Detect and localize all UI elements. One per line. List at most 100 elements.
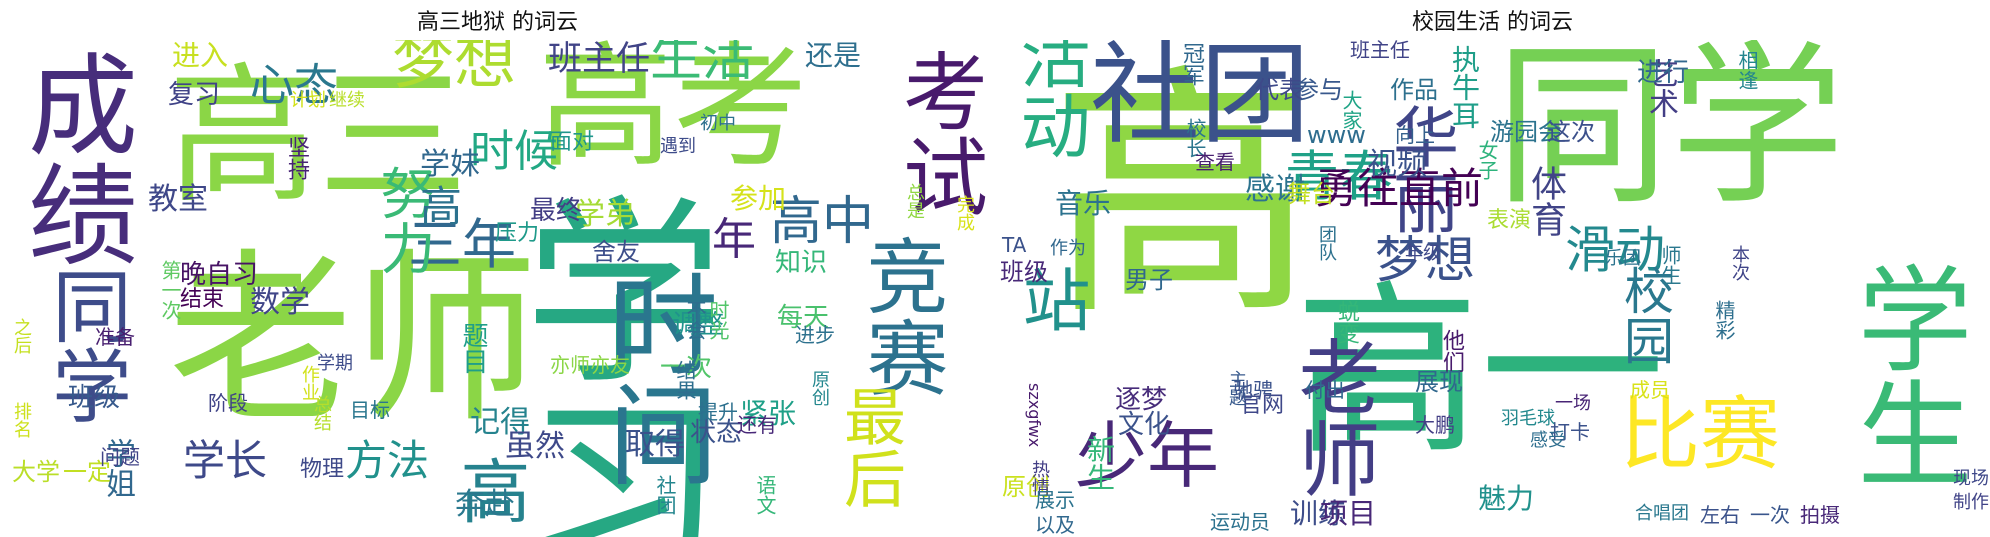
word: 阶段 (208, 391, 248, 415)
word: 高一 (449, 455, 531, 537)
word: 竞赛 (852, 234, 947, 398)
word: 时光 (706, 300, 730, 340)
word: 晚自习 (180, 260, 259, 290)
word: 活动 (1009, 40, 1091, 160)
word: 逐梦 (1115, 385, 1168, 415)
word: 初中 (700, 113, 736, 134)
word: 大鹏 (1415, 413, 1455, 437)
word: 滑动 (1565, 221, 1665, 279)
word: 题目 (458, 322, 488, 374)
word: TA (1002, 233, 1027, 257)
word: 梦想 (1375, 231, 1475, 289)
word: 学期 (317, 353, 353, 374)
word: 考试 (888, 48, 987, 218)
word: 羽毛球 (1501, 408, 1555, 429)
word: 大学 (12, 458, 60, 486)
word: 总结 (311, 395, 332, 431)
word: 最后 (833, 385, 906, 509)
word: 班主任 (1350, 40, 1410, 62)
wordcloud-panel-left: 高三地狱 的词云 学习 老师 高三 高考 成绩 同学 时间 考试 竞赛 梦想 最后 生活 三年 高一 高中 努… (0, 10, 995, 537)
word: 查看 (1195, 150, 1235, 174)
word: 奔赴 (455, 487, 515, 522)
wordcloud-panel-right: 校园生活 的词云 高同学 高一 社团 学生 比赛 少年 老师 活动 华丽站 青春 梦想 滑动 校园 勇往直… (995, 0, 1990, 537)
word: 高中 (770, 192, 875, 252)
wordcloud-left: 学习 老师 高三 高考 成绩 同学 时间 考试 竞赛 梦想 最后 生活 三年 高一 高中 努力 心态 学长 方法 时候… (0, 40, 995, 537)
word: 代表 (1255, 76, 1303, 104)
word: 文化 (1118, 410, 1171, 440)
word: 结束 (180, 287, 225, 312)
word: 成员 (1630, 378, 1670, 402)
word: 还有 (737, 413, 777, 437)
word: 结果 (673, 360, 697, 400)
word: 继续 (329, 90, 365, 111)
word: 站 (1010, 265, 1089, 333)
word: 物理 (300, 457, 345, 482)
word: 付出 (1305, 378, 1345, 402)
word: 相逢 (1735, 50, 1759, 90)
word: 作品 (1390, 76, 1438, 104)
word: 作为 (1050, 238, 1086, 259)
word: 班级 (1000, 258, 1048, 286)
word: 调整 (672, 310, 725, 340)
word: 老师 (1284, 335, 1379, 499)
word: 之后 (11, 318, 32, 354)
word: 音乐 (1055, 187, 1112, 220)
word: 复习 (168, 80, 221, 110)
word: 驰骋 (1233, 378, 1273, 402)
word: 目标 (350, 398, 390, 422)
word: 热情 (1029, 460, 1050, 496)
word: 语文 (753, 475, 777, 515)
word: 舍友 (592, 238, 640, 266)
word: 进步 (795, 323, 835, 347)
word: 主题 (1226, 370, 1247, 406)
word: 梦想 (392, 40, 517, 97)
word: 大家 (1339, 90, 1363, 130)
word: 记得 (470, 405, 530, 440)
word: 生活 (650, 40, 755, 88)
word: 项目 (1320, 497, 1377, 530)
word: 表演 (1487, 208, 1532, 233)
word: 总是 (904, 183, 925, 219)
word: 班主任 (548, 40, 650, 79)
word: 状态 (690, 418, 743, 448)
word: 勇往直前 (1315, 164, 1484, 213)
word: 老师 (168, 232, 538, 448)
word: 一次 (1750, 503, 1790, 527)
word: 训练 (1290, 497, 1347, 530)
word: 参与 (1295, 76, 1343, 104)
word: 学姐 (100, 438, 135, 498)
word: 感谢 (1245, 172, 1305, 207)
word: szxgfwx (1025, 383, 1044, 448)
word: 学长 (183, 436, 268, 485)
word: 校长 (1183, 118, 1207, 158)
word: 进行 (1637, 58, 1690, 88)
word: 拍摄 (1800, 503, 1840, 527)
word: 原创 (1002, 473, 1050, 501)
word: 蜕变 (1334, 300, 1359, 344)
word: 原创 (809, 370, 830, 406)
word: 团队 (1316, 225, 1337, 261)
word: 艺术 (1643, 58, 1678, 118)
word: 年 (712, 214, 756, 265)
word: 校园 (1616, 265, 1674, 365)
word: 一场 (1555, 393, 1591, 414)
word: 以及 (1035, 513, 1075, 537)
word: 坚持 (284, 136, 309, 180)
word: 执牛耳 (1448, 45, 1481, 129)
word: 不会 (683, 300, 707, 340)
word: 视频 (1367, 147, 1427, 182)
word: 完成 (954, 195, 975, 231)
word: 展现 (1415, 368, 1463, 396)
word: 一次 (660, 353, 713, 383)
word: 参加 (730, 182, 787, 215)
wordcloud-right: 高同学 高一 社团 学生 比赛 少年 老师 活动 华丽站 青春 梦想 滑动 校园 勇往直前 体育 艺术 进行 视频… (995, 40, 1990, 537)
word: 作业 (299, 365, 320, 401)
word: 男子 (1125, 266, 1173, 294)
word: 取得 (625, 427, 685, 462)
word: 合唱团 (1635, 503, 1689, 524)
word: 他们 (1439, 329, 1464, 373)
word: 高一 (1295, 264, 1665, 480)
word: 社团 (653, 475, 677, 515)
word: 一定 (63, 458, 111, 486)
word: 排名 (11, 402, 32, 438)
